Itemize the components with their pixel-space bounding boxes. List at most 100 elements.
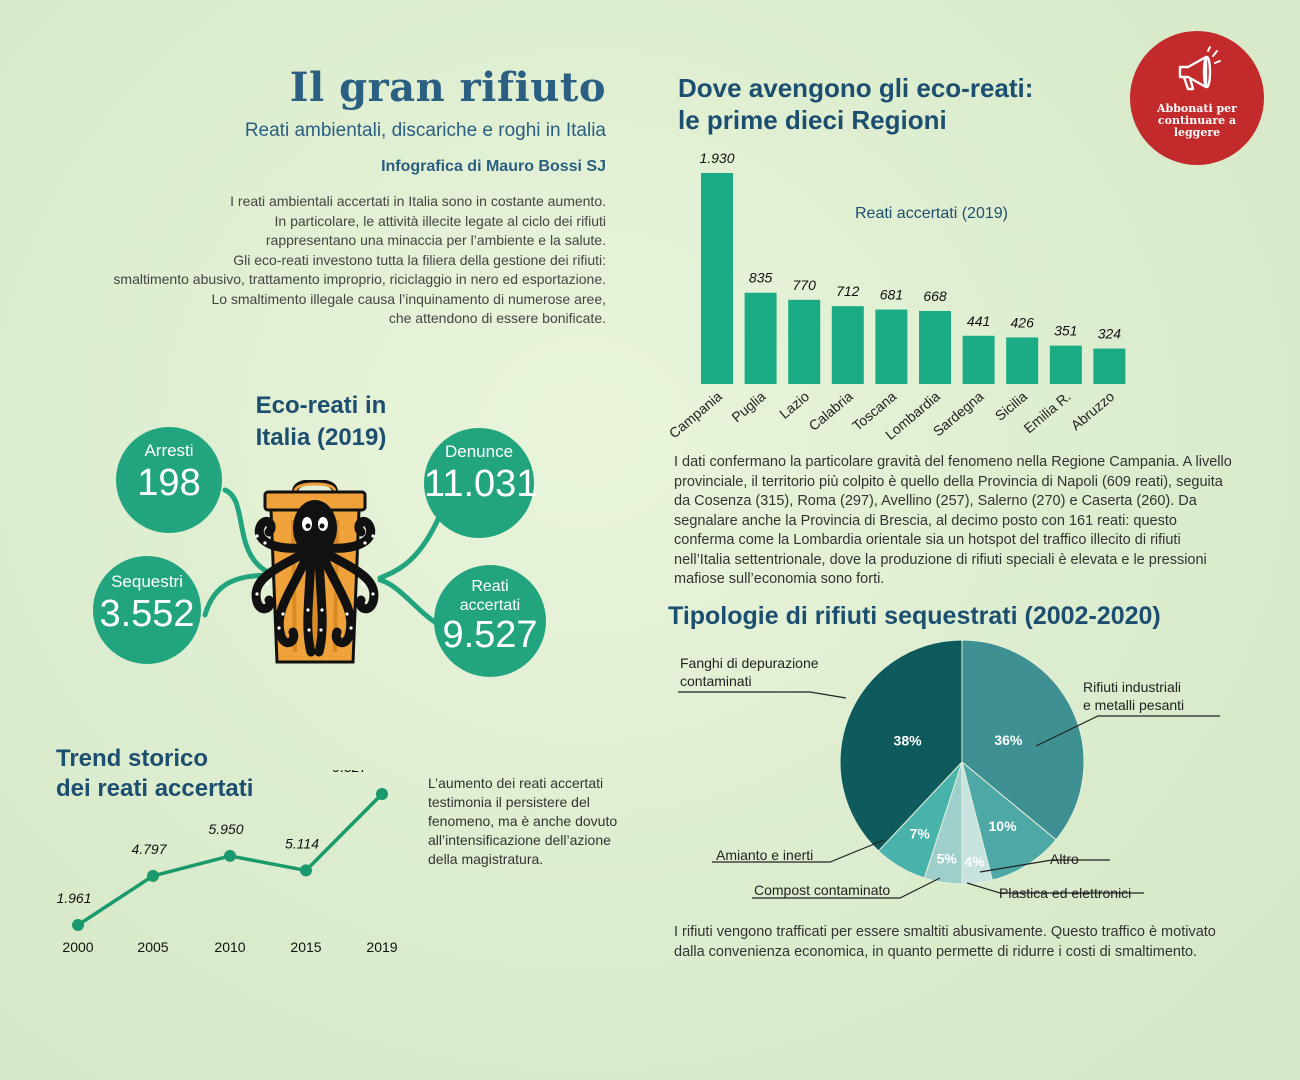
intro-line: rappresentano una minaccia per l’ambient… — [265, 232, 606, 248]
bar-chart-title-line: le prime dieci Regioni — [678, 105, 947, 135]
bar-chart: 1.930 Campania 835 Puglia 770 Lazio 712 Calabri… — [666, 150, 1126, 443]
bar-chart-title: Dove avengono gli eco-reati: le prime di… — [678, 72, 1078, 136]
pie-leader-line — [752, 877, 941, 899]
sequestri-label: Sequestri — [111, 572, 183, 591]
bar-category-label: Lazio — [776, 388, 812, 422]
pie-slice — [961, 640, 1085, 841]
bar-chart-legend: Reati accertati (2019) — [855, 205, 1008, 222]
connector-line — [222, 487, 278, 578]
pie-percent-label: 5% — [937, 850, 958, 866]
pie-slice-name: Amianto e inerti — [716, 847, 813, 863]
bar-category-label: Campania — [666, 388, 725, 441]
bar-value-label: 426 — [1011, 314, 1035, 330]
denunce-circle: Denunce 11.031 — [424, 428, 538, 538]
bar-value-label: 712 — [836, 283, 860, 299]
intro-line: Gli eco-reati investono tutta la filiera… — [233, 251, 606, 268]
pie-slice — [961, 760, 1057, 881]
bar-category-label: Puglia — [728, 388, 768, 425]
pie-percent-label: 38% — [894, 732, 923, 748]
arresti-value: 198 — [137, 462, 201, 504]
pie-slice — [839, 640, 963, 852]
denunce-value: 11.031 — [424, 463, 538, 505]
bar-value-label: 1.930 — [699, 150, 734, 166]
subscribe-badge[interactable]: Abbonati per continuare a leggere — [1130, 31, 1264, 165]
bar — [788, 299, 821, 384]
trend-point — [224, 849, 236, 862]
pie-percent-label: 4% — [964, 853, 985, 869]
trend-title-line: dei reati accertati — [56, 775, 254, 802]
trend-point — [147, 869, 159, 882]
pie-slice-name: Plastica ed elettronici — [999, 885, 1131, 901]
line-chart: 1.961 2000 4.797 2005 5.950 2010 5.114 2015 9.52… — [56, 770, 397, 955]
connector-line — [377, 577, 443, 628]
trend-year-label: 2005 — [137, 939, 168, 955]
pie-leader-line — [966, 882, 1144, 894]
bar-chart-title-line: Dove avengono gli eco-reati: — [678, 73, 1034, 103]
bar-category-label: Sicilia — [992, 388, 1030, 424]
bar — [1006, 337, 1039, 384]
bar-value-label: 770 — [793, 277, 817, 293]
trend-value-label: 4.797 — [131, 841, 167, 857]
pie-slice-name: Altro — [1050, 851, 1079, 867]
pie-slice-name: Fanghi di depurazione contaminati — [680, 655, 819, 689]
pie-percent-label: 7% — [910, 825, 931, 841]
trend-value-label: 5.950 — [208, 821, 243, 837]
trend-point — [300, 864, 312, 877]
arresti-label: Arresti — [144, 441, 194, 460]
ecoreati-title-line: Italia (2019) — [255, 424, 387, 451]
bar-category-label: Emilia R. — [1021, 388, 1074, 436]
bar — [1049, 345, 1082, 384]
pie-slice-name: Rifiuti industriali e metalli pesanti — [1083, 679, 1184, 713]
ecoreati-title-line: Eco-reati in — [255, 392, 387, 419]
intro-line: I reati ambientali accertati in Italia s… — [230, 193, 606, 209]
bar — [744, 292, 777, 384]
pie-leader-line — [712, 839, 885, 863]
bar-category-label: Calabria — [806, 388, 856, 434]
bar — [701, 173, 733, 384]
bar-value-label: 681 — [880, 287, 903, 303]
pie-leader-line — [1035, 715, 1220, 747]
bar — [962, 335, 995, 384]
arresti-circle: Arresti 198 — [116, 427, 222, 533]
pie-chart-title: Tipologie di rifiuti sequestrati (2002-2… — [668, 602, 1161, 630]
pie-percent-label: 36% — [994, 732, 1023, 748]
pie-slice-name: Compost contaminato — [754, 882, 890, 898]
reati-value: 9.527 — [442, 614, 538, 656]
trend-note: L’aumento dei reati accertati testimonia… — [428, 775, 618, 867]
trend-year-label: 2015 — [290, 939, 321, 955]
reati-label: Reati accertati — [434, 577, 546, 615]
reati-label-line: accertati — [459, 597, 521, 614]
regioni-paragraph: I dati confermano la particolare gravità… — [674, 454, 1232, 587]
bar-value-label: 441 — [967, 313, 990, 329]
trend-value-label: 5.114 — [285, 835, 319, 851]
subscribe-text[interactable]: Abbonati per continuare a leggere — [1157, 102, 1237, 139]
megaphone-icon — [1178, 46, 1221, 91]
intro-line: Lo smaltimento illegale causa l’inquinam… — [211, 290, 606, 307]
page-subtitle: Reati ambientali, discariche e roghi in … — [244, 120, 606, 141]
reati-circle: Reati accertati 9.527 — [434, 565, 546, 677]
page-title: Il gran rifiuto — [289, 64, 606, 111]
bar — [1093, 348, 1126, 384]
trend-title: Trend storico dei reati accertati — [56, 744, 253, 804]
intro-text: I reati ambientali accertati in Italia s… — [60, 192, 606, 329]
bar — [919, 310, 951, 384]
sequestri-circle: Sequestri 3.552 — [93, 556, 201, 664]
trend-title-line: Trend storico — [56, 745, 209, 772]
byline: Infografica di Mauro Bossi SJ — [381, 158, 606, 175]
reati-label-line: Reati — [471, 578, 509, 595]
octopus-in-trash-can-icon — [251, 480, 379, 664]
bar-value-label: 351 — [1054, 323, 1077, 339]
bar-value-label: 835 — [749, 270, 773, 286]
pie-leader-line — [678, 691, 847, 699]
trend-point — [72, 919, 84, 931]
trend-year-label: 2000 — [62, 939, 93, 955]
intro-line: In particolare, le attività illecite leg… — [274, 212, 607, 229]
trend-value-label: 1.961 — [56, 890, 91, 906]
trend-year-label: 2019 — [366, 939, 397, 955]
intro-line: che attendono di essere bonificate. — [388, 310, 606, 326]
bar-value-label: 324 — [1098, 326, 1122, 342]
pie-leader-line — [979, 859, 1110, 873]
pie-percent-label: 10% — [989, 818, 1018, 834]
bar-category-label: Abruzzo — [1068, 388, 1118, 433]
trend-year-label: 2010 — [214, 939, 245, 955]
